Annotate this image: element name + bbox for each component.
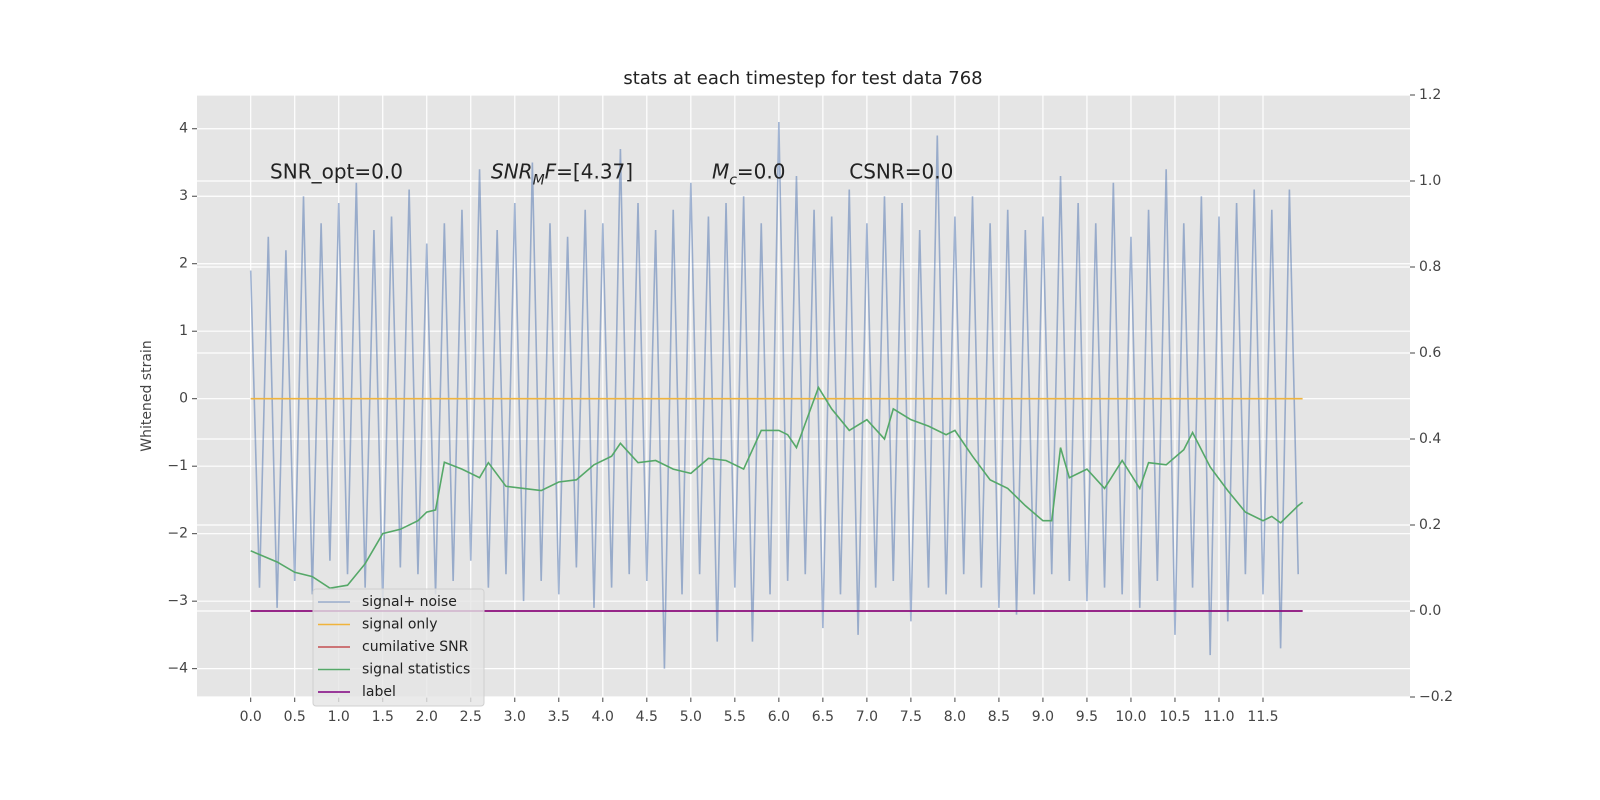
series-line	[249, 121, 1300, 669]
y2-tick-label: 0.0	[1419, 603, 1441, 619]
y-tick-label: −3	[167, 593, 188, 609]
x-tick-label: 9.5	[1076, 709, 1098, 725]
y2-tick-label: 0.8	[1419, 259, 1441, 275]
annotation-part: c	[729, 173, 737, 189]
y2-tick-label: 0.4	[1419, 431, 1441, 447]
annotation-part: M	[712, 159, 729, 183]
x-tick-label: 5.0	[680, 709, 702, 725]
x-tick-label: 3.5	[548, 709, 570, 725]
x-tick-label: 0.0	[240, 709, 262, 725]
legend-label: signal only	[362, 617, 437, 633]
x-tick-label: 1.5	[372, 709, 394, 725]
y-tick-label: 2	[179, 256, 188, 272]
y2-tick-label: 1.0	[1419, 173, 1441, 189]
x-tick-label: 0.5	[284, 709, 306, 725]
annotation: Mc=0.0	[712, 159, 786, 189]
annotation: CSNR=0.0	[849, 159, 953, 183]
legend-label: label	[362, 684, 396, 700]
x-tick-label: 8.5	[988, 709, 1010, 725]
chart-title: stats at each timestep for test data 768	[623, 68, 982, 89]
y-tick-label: 3	[179, 188, 188, 204]
x-tick-label: 10.5	[1159, 709, 1190, 725]
x-tick-label: 8.0	[944, 709, 966, 725]
annotation-part: =0.0	[737, 159, 786, 183]
annotation-part: SNR_opt=0.0	[270, 159, 403, 183]
x-tick-label: 6.0	[768, 709, 790, 725]
x-tick-label: 4.0	[592, 709, 614, 725]
x-tick-label: 11.0	[1203, 709, 1234, 725]
annotation: SNRMF=[4.37]	[491, 159, 633, 189]
legend-box	[312, 588, 485, 707]
x-tick-label: 1.0	[328, 709, 350, 725]
y2-tick-label: 0.2	[1419, 517, 1441, 533]
annotation-part: M	[533, 173, 545, 189]
x-tick-label: 5.5	[724, 709, 746, 725]
series-line	[250, 385, 1304, 590]
x-tick-label: 11.5	[1247, 709, 1278, 725]
y-tick-label: 0	[179, 391, 188, 407]
y-axis-label: Whitened strain	[139, 340, 155, 451]
x-tick-label: 10.0	[1115, 709, 1146, 725]
legend-label: cumilative SNR	[362, 639, 469, 655]
legend: signal+ noise signal only cumilative SNR si…	[312, 588, 485, 707]
x-tick-label: 7.5	[900, 709, 922, 725]
legend-label: signal statistics	[362, 662, 470, 678]
y-tick-label: 4	[179, 121, 188, 137]
x-tick-label: 7.0	[856, 709, 878, 725]
y2-tick-label: 0.6	[1419, 345, 1441, 361]
y-tick-label: −2	[167, 526, 188, 542]
annotation-part: F	[545, 159, 557, 183]
x-tick-label: 4.5	[636, 709, 658, 725]
legend-label: signal+ noise	[362, 594, 457, 610]
x-tick-label: 3.0	[504, 709, 526, 725]
y-tick-label: −4	[167, 661, 188, 677]
annotation: SNR_opt=0.0	[270, 159, 403, 183]
x-tick-label: 9.0	[1032, 709, 1054, 725]
x-tick-label: 6.5	[812, 709, 834, 725]
x-tick-label: 2.0	[416, 709, 438, 725]
annotation-part: CSNR=0.0	[849, 159, 953, 183]
y2-tick-label: −0.2	[1419, 689, 1453, 705]
x-tick-label: 2.5	[460, 709, 482, 725]
annotation-part: SNR	[491, 159, 533, 183]
y2-tick-label: 1.2	[1419, 87, 1441, 103]
y-tick-label: 1	[179, 323, 188, 339]
annotation-part: =[4.37]	[556, 159, 633, 183]
y-tick-label: −1	[167, 458, 188, 474]
